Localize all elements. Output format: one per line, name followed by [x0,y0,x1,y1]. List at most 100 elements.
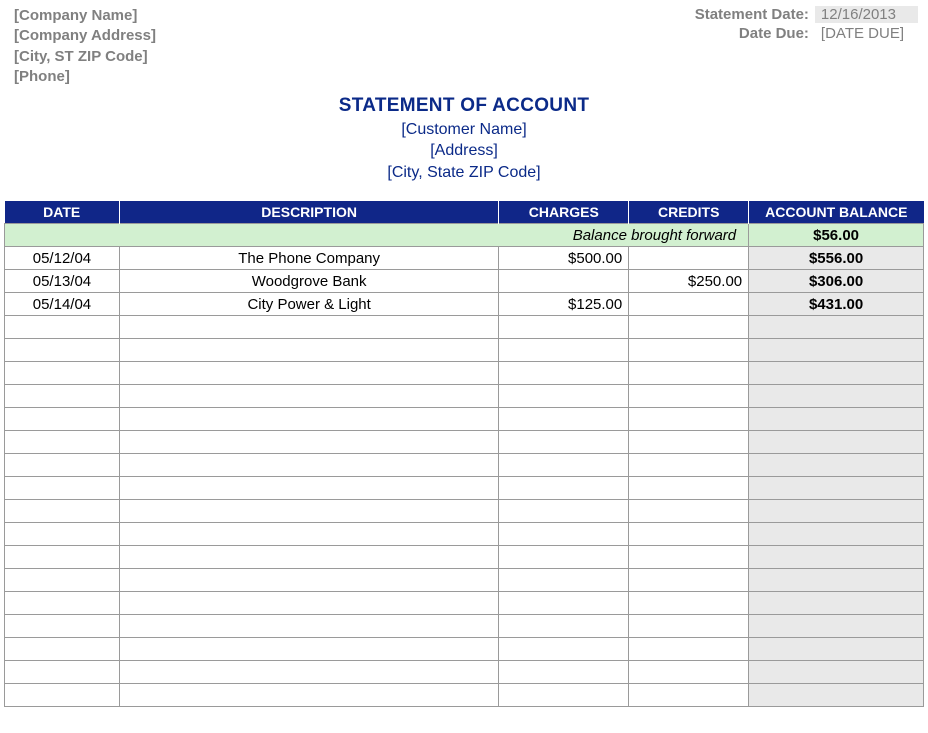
cell-empty [629,638,749,661]
brought-forward-balance: $56.00 [749,224,924,247]
cell-empty [119,454,498,477]
cell-empty [749,431,924,454]
page-title: STATEMENT OF ACCOUNT [4,93,924,119]
cell-empty [499,500,629,523]
cell-empty [119,661,498,684]
cell-empty [629,592,749,615]
cell-empty [629,500,749,523]
cell-empty [629,523,749,546]
table-row-empty [5,661,924,684]
company-phone: [Phone] [14,67,156,87]
cell-empty [749,477,924,500]
cell-empty [629,316,749,339]
cell-empty [119,362,498,385]
cell-empty [119,523,498,546]
table-row-empty [5,431,924,454]
cell-empty [119,385,498,408]
table-row-empty [5,454,924,477]
cell-empty [499,523,629,546]
table-header: DATE DESCRIPTION CHARGES CREDITS ACCOUNT… [5,201,924,224]
cell-empty [5,569,120,592]
cell-empty [629,546,749,569]
cell-empty [5,316,120,339]
table-row-empty [5,615,924,638]
cell-empty [629,477,749,500]
cell-credits [629,247,749,270]
cell-empty [629,661,749,684]
table-row: 05/14/04City Power & Light$125.00$431.00 [5,293,924,316]
cell-empty [119,500,498,523]
col-header-charges: CHARGES [499,201,629,224]
cell-empty [499,546,629,569]
cell-empty [5,615,120,638]
cell-empty [629,454,749,477]
company-address: [Company Address] [14,26,156,46]
cell-empty [119,546,498,569]
cell-empty [119,431,498,454]
statement-date-value: 12/16/2013 [815,6,918,23]
company-name: [Company Name] [14,6,156,26]
statement-table: DATE DESCRIPTION CHARGES CREDITS ACCOUNT… [4,201,924,707]
cell-empty [5,684,120,707]
cell-charges [499,270,629,293]
table-row: 05/12/04The Phone Company$500.00$556.00 [5,247,924,270]
cell-empty [499,592,629,615]
table-row-empty [5,592,924,615]
cell-credits [629,293,749,316]
cell-empty [749,454,924,477]
customer-city-st-zip: [City, State ZIP Code] [4,162,924,184]
cell-empty [749,592,924,615]
brought-forward-row: Balance brought forward$56.00 [5,224,924,247]
cell-empty [499,454,629,477]
cell-empty [749,523,924,546]
cell-empty [119,569,498,592]
cell-empty [5,431,120,454]
cell-empty [119,592,498,615]
cell-empty [629,569,749,592]
cell-empty [499,431,629,454]
cell-empty [499,339,629,362]
table-row-empty [5,569,924,592]
cell-empty [119,477,498,500]
cell-empty [629,362,749,385]
cell-empty [499,661,629,684]
table-row-empty [5,339,924,362]
customer-address: [Address] [4,140,924,162]
table-row-empty [5,316,924,339]
cell-empty [499,615,629,638]
date-due-label: Date Due: [695,25,809,42]
col-header-credits: CREDITS [629,201,749,224]
cell-empty [499,362,629,385]
meta-block: Statement Date: 12/16/2013 Date Due: [DA… [695,6,918,42]
cell-balance: $556.00 [749,247,924,270]
statement-page: [Company Name] [Company Address] [City, … [0,0,928,707]
cell-empty [499,316,629,339]
cell-empty [5,592,120,615]
table-row-empty [5,408,924,431]
cell-empty [749,316,924,339]
cell-empty [749,615,924,638]
top-section: [Company Name] [Company Address] [City, … [4,4,924,87]
cell-empty [629,684,749,707]
cell-empty [749,638,924,661]
col-header-balance: ACCOUNT BALANCE [749,201,924,224]
cell-empty [5,661,120,684]
cell-empty [5,477,120,500]
cell-empty [5,408,120,431]
cell-empty [499,408,629,431]
cell-empty [499,569,629,592]
cell-date: 05/13/04 [5,270,120,293]
cell-description: City Power & Light [119,293,498,316]
table-row-empty [5,684,924,707]
cell-empty [749,684,924,707]
cell-empty [119,339,498,362]
table-row-empty [5,546,924,569]
cell-empty [5,362,120,385]
table-row-empty [5,385,924,408]
customer-name: [Customer Name] [4,119,924,141]
cell-charges: $125.00 [499,293,629,316]
cell-empty [629,615,749,638]
cell-empty [749,500,924,523]
cell-empty [749,569,924,592]
table-body: Balance brought forward$56.0005/12/04The… [5,224,924,707]
